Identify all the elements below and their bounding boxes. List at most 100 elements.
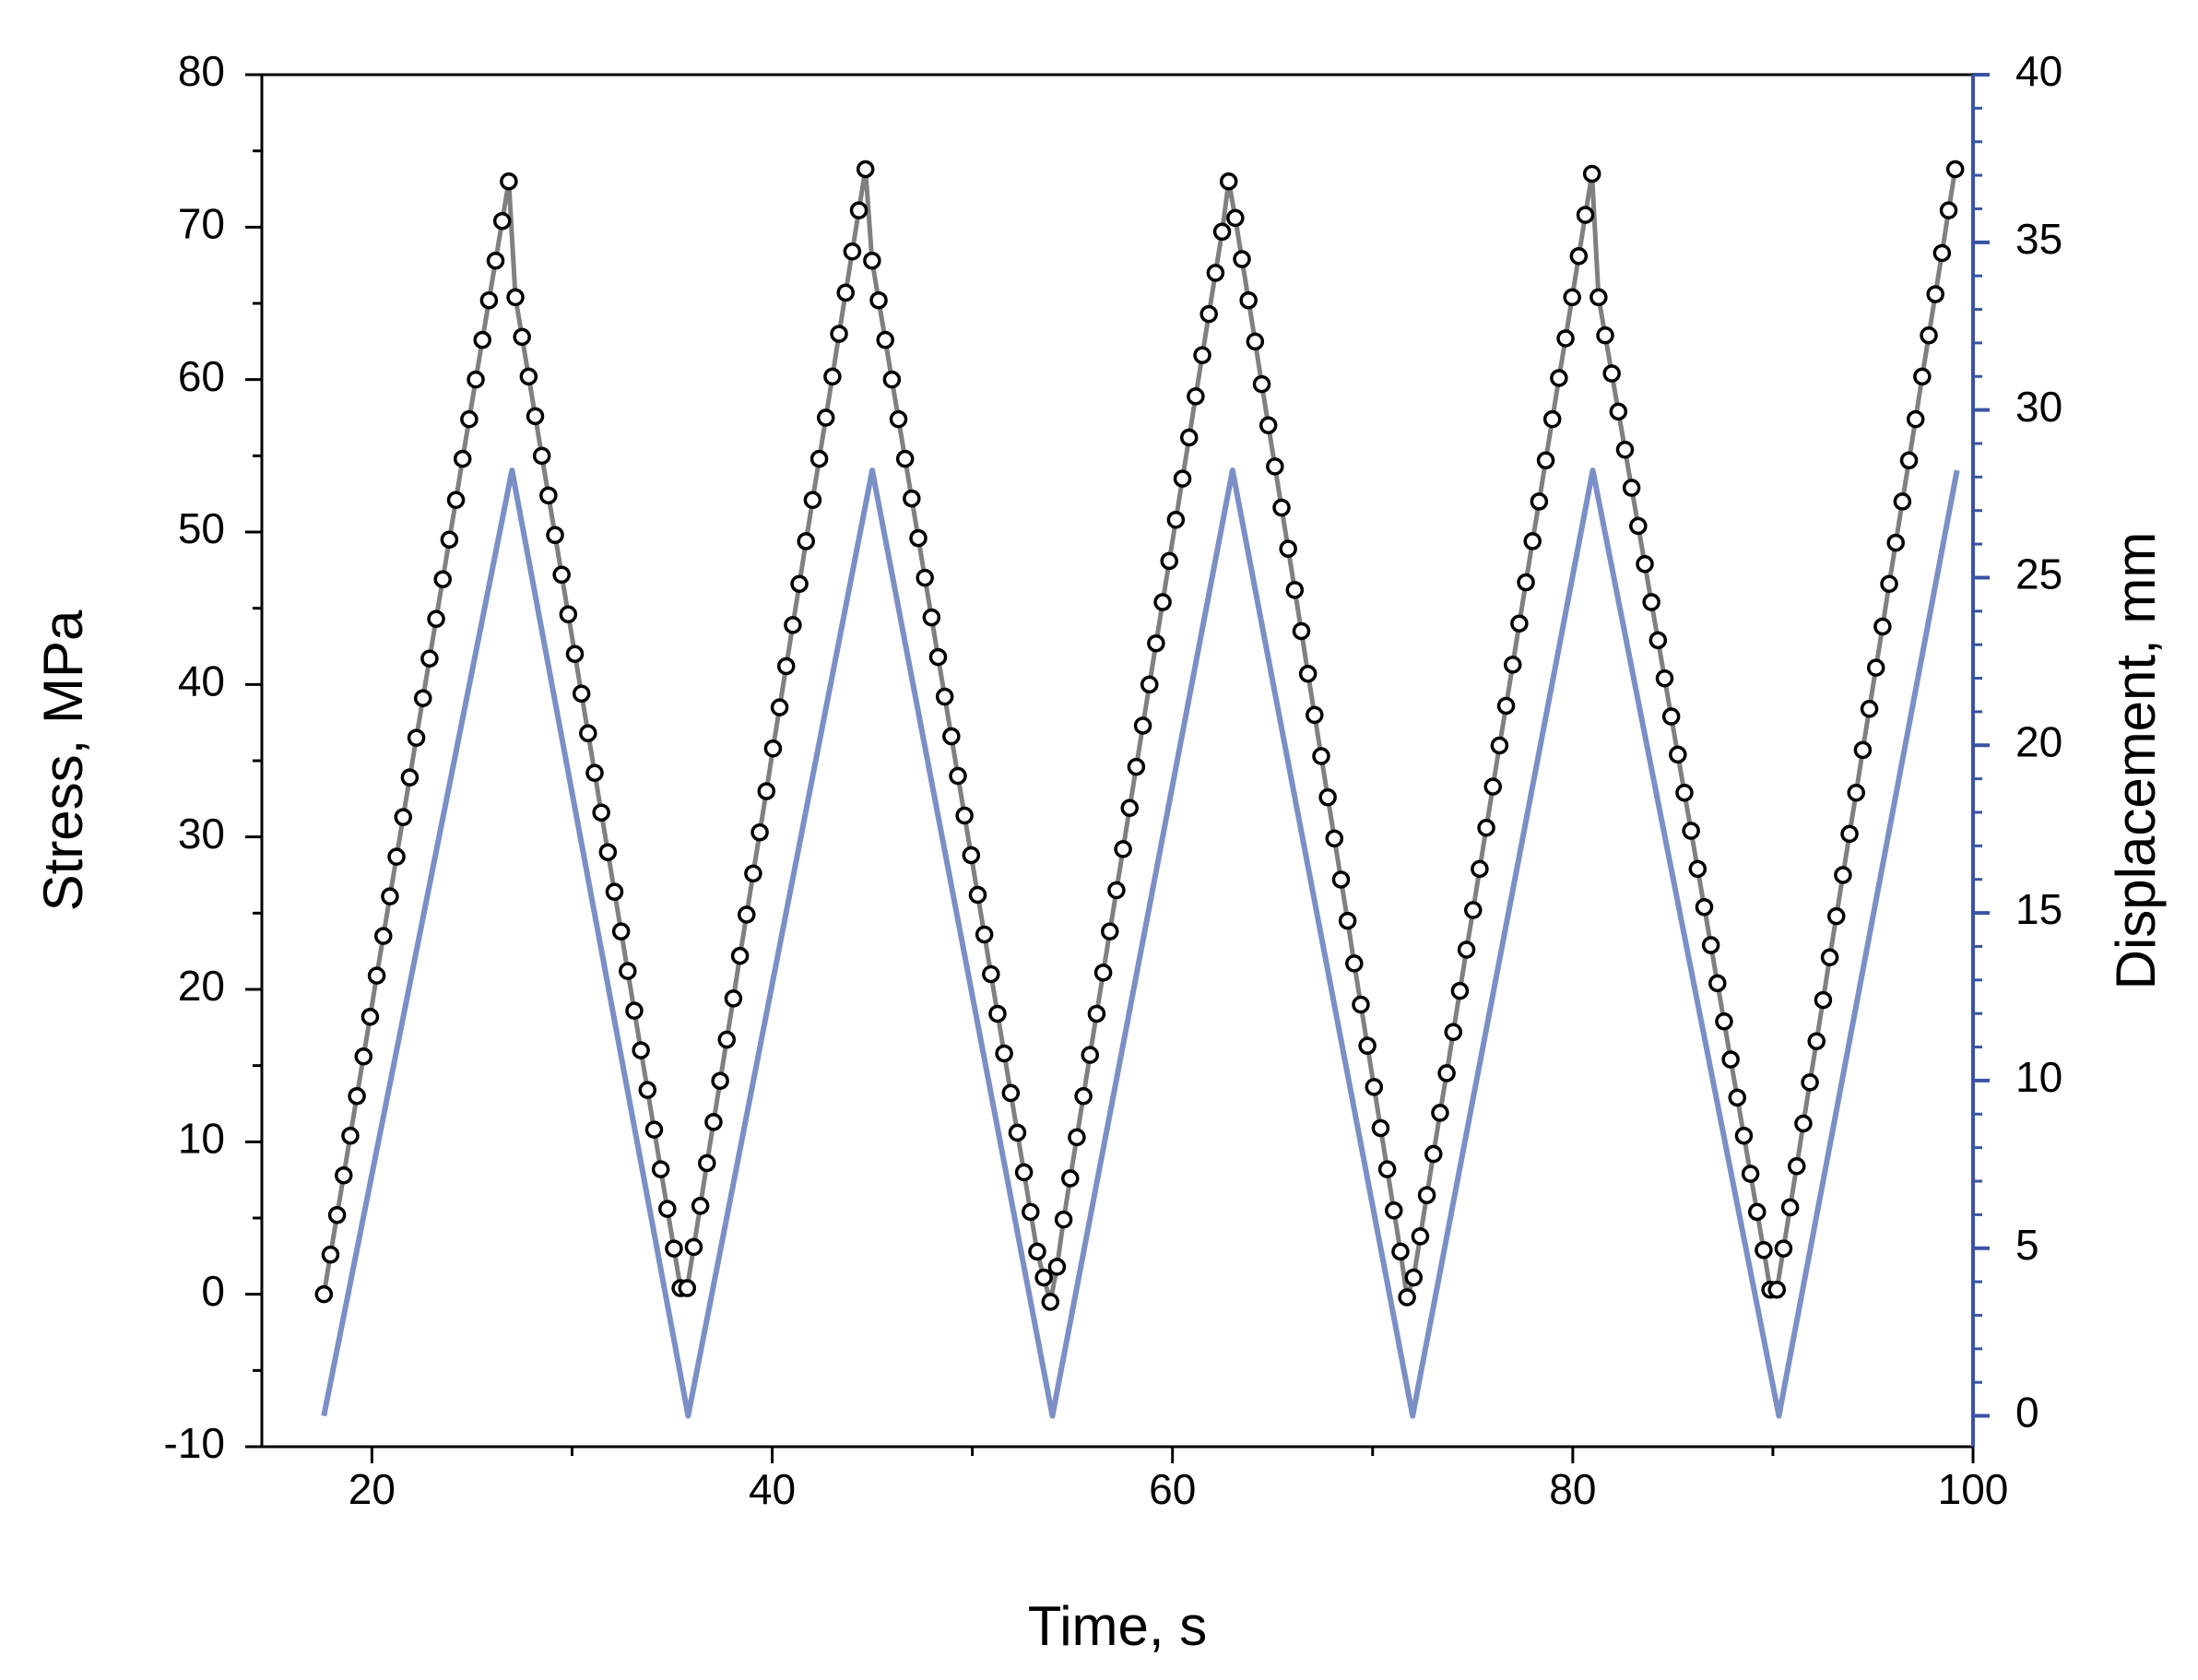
y2-tick-label: 5 — [2015, 1221, 2039, 1269]
stress-marker — [381, 887, 399, 905]
stress-marker — [955, 806, 974, 825]
stress-marker — [1542, 409, 1562, 429]
stress-marker — [988, 1004, 1007, 1023]
stress-marker — [1609, 402, 1628, 421]
stress-marker — [1920, 325, 1938, 345]
stress-marker — [1450, 981, 1470, 1000]
stress-marker — [803, 491, 822, 510]
stress-marker — [394, 808, 413, 826]
stress-marker — [1292, 621, 1311, 641]
y2-tick-label: 40 — [2015, 47, 2062, 95]
stress-marker — [1219, 172, 1238, 191]
stress-marker — [611, 922, 631, 941]
stress-marker — [1939, 201, 1958, 219]
stress-marker — [1352, 995, 1370, 1014]
stress-marker — [374, 927, 393, 945]
stress-marker — [889, 409, 908, 429]
stress-marker — [1741, 1165, 1760, 1183]
stress-marker — [1358, 1036, 1377, 1055]
stress-marker — [711, 1071, 729, 1090]
x-tick-label: 100 — [1938, 1465, 2009, 1513]
stress-marker — [592, 803, 610, 822]
stress-marker — [440, 530, 459, 550]
y-tick-label: 10 — [178, 1114, 225, 1162]
stress-marker — [1127, 757, 1146, 776]
stress-marker — [1682, 822, 1700, 840]
stress-marker — [1206, 264, 1225, 282]
stress-marker — [684, 1237, 703, 1257]
stress-marker — [770, 698, 789, 716]
stress-marker — [1788, 1157, 1806, 1176]
stress-marker — [638, 1081, 657, 1099]
stress-marker — [367, 966, 386, 985]
x-tick-label: 60 — [1149, 1465, 1196, 1513]
stress-marker — [665, 1239, 683, 1258]
stress-marker — [598, 843, 618, 861]
stress-marker — [1496, 696, 1516, 716]
stress-marker — [763, 739, 783, 758]
stress-marker — [856, 160, 875, 179]
stress-marker — [922, 608, 941, 627]
stress-marker — [876, 330, 894, 349]
stress-marker — [1279, 539, 1297, 558]
stress-marker — [1312, 747, 1330, 765]
stress-marker — [1133, 716, 1152, 735]
stress-marker — [1503, 656, 1522, 674]
stress-marker — [1437, 1064, 1456, 1083]
stress-marker — [1417, 1186, 1436, 1204]
stress-marker — [1028, 1242, 1046, 1261]
stress-marker — [1114, 840, 1132, 858]
stress-marker — [823, 367, 842, 386]
stress-marker — [1187, 387, 1205, 406]
stress-marker — [1906, 409, 1925, 429]
stress-marker — [400, 768, 420, 787]
stress-marker — [1022, 1202, 1040, 1222]
stress-marker — [1298, 665, 1318, 683]
stress-marker — [1563, 288, 1581, 307]
stress-marker — [790, 574, 809, 593]
stress-marker — [830, 325, 848, 343]
stress-marker — [744, 864, 762, 883]
stress-marker — [1642, 593, 1660, 611]
stress-marker — [1120, 799, 1139, 818]
stress-marker — [473, 330, 491, 349]
stress-marker — [1661, 707, 1681, 726]
stress-marker — [1179, 428, 1199, 447]
stress-marker — [387, 847, 406, 866]
stress-marker — [1081, 1046, 1100, 1064]
stress-marker — [605, 882, 624, 901]
stress-marker — [1477, 818, 1495, 837]
stress-marker — [1550, 369, 1568, 387]
stress-marker — [467, 370, 485, 389]
stress-marker — [836, 283, 855, 302]
stress-marker — [532, 446, 551, 466]
stress-marker — [698, 1154, 716, 1173]
stress-marker — [1226, 208, 1245, 228]
stress-marker — [982, 964, 1000, 984]
stress-marker — [1391, 1242, 1410, 1261]
stress-marker — [1034, 1268, 1053, 1287]
y2-tick-label: 25 — [2015, 550, 2062, 598]
stress-marker — [559, 605, 578, 624]
stress-marker — [691, 1197, 710, 1215]
stress-marker — [1385, 1201, 1403, 1220]
stress-marker — [407, 728, 426, 747]
stress-marker — [849, 201, 869, 219]
stress-marker — [519, 367, 538, 386]
stress-marker — [968, 885, 987, 905]
stress-marker — [1840, 824, 1859, 844]
y2-tick-label: 20 — [2015, 717, 2062, 765]
stress-marker — [995, 1044, 1013, 1063]
stress-marker — [935, 687, 954, 706]
stress-marker — [433, 570, 452, 589]
stress-marker — [1801, 1073, 1819, 1092]
stress-marker — [1945, 160, 1965, 179]
stress-marker — [1523, 532, 1542, 550]
stress-marker — [1755, 1240, 1773, 1260]
stress-marker — [869, 290, 888, 310]
stress-marker — [1794, 1114, 1813, 1133]
y-tick-label: -10 — [164, 1419, 225, 1467]
stress-marker — [341, 1126, 360, 1145]
y-tick-label: 70 — [178, 199, 225, 247]
stress-marker — [479, 290, 499, 310]
